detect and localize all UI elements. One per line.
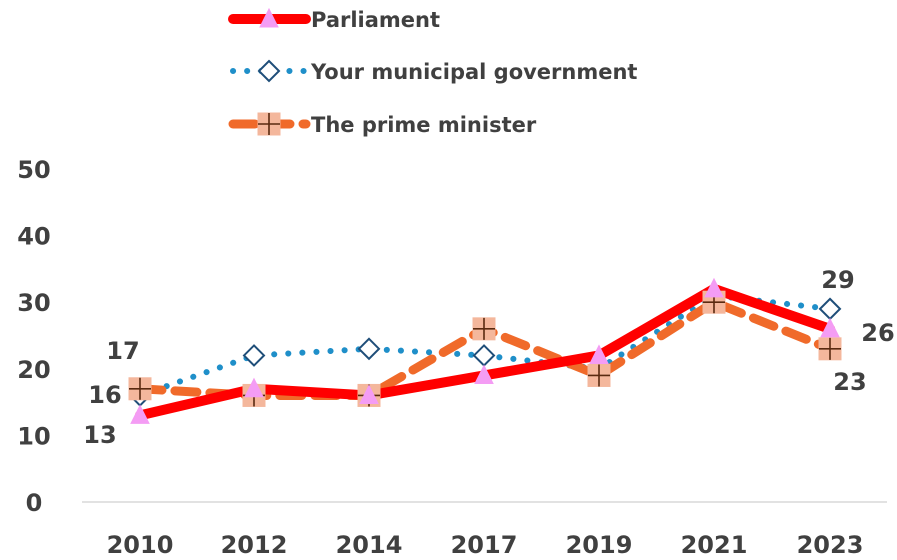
y-tick-label: 30	[17, 289, 50, 317]
data-label: 23	[833, 368, 866, 396]
legend-item: Parliament	[228, 7, 440, 32]
data-point	[474, 364, 494, 384]
data-label: 13	[83, 421, 116, 449]
data-point	[704, 277, 724, 298]
x-tick-label: 2021	[681, 531, 748, 559]
legend-label: Your municipal government	[310, 60, 637, 84]
data-point	[818, 337, 842, 361]
x-axis: 2010 2012 2014 2017 2019 2021 2023	[82, 501, 887, 559]
data-point	[359, 384, 379, 404]
x-tick-label: 2023	[797, 531, 864, 559]
data-point	[587, 363, 611, 387]
y-tick-label: 10	[17, 422, 50, 450]
legend-marker	[259, 7, 279, 28]
chart-legend: Parliament Your municipal government The p…	[228, 7, 637, 137]
y-tick-label: 0	[26, 489, 43, 517]
y-tick-label: 50	[17, 156, 50, 184]
data-point	[244, 377, 264, 398]
y-axis: 0 10 20 30 40 50	[17, 156, 50, 517]
data-point	[820, 317, 840, 338]
data-point	[128, 377, 152, 401]
plot-area	[128, 277, 842, 424]
legend-item: The prime minister	[228, 112, 537, 137]
data-point	[357, 337, 381, 361]
data-label: 26	[861, 319, 894, 347]
data-point	[818, 297, 842, 321]
data-point	[589, 344, 609, 364]
data-label: 29	[821, 266, 854, 294]
legend-marker	[257, 59, 281, 83]
x-tick-label: 2014	[336, 531, 403, 559]
y-tick-label: 20	[17, 356, 50, 384]
legend-item: Your municipal government	[230, 59, 637, 84]
legend-label: The prime minister	[311, 113, 537, 137]
legend-label: Parliament	[311, 8, 440, 32]
legend-marker	[257, 112, 281, 136]
x-tick-label: 2017	[451, 531, 518, 559]
data-point	[472, 317, 496, 341]
y-tick-label: 40	[17, 223, 50, 251]
x-tick-label: 2010	[107, 531, 174, 559]
data-label: 17	[106, 337, 139, 365]
data-label: 16	[88, 381, 121, 409]
data-point	[242, 344, 266, 367]
data-point	[130, 404, 150, 424]
x-tick-label: 2012	[221, 531, 288, 559]
data-point	[472, 344, 496, 367]
x-tick-label: 2019	[566, 531, 633, 559]
